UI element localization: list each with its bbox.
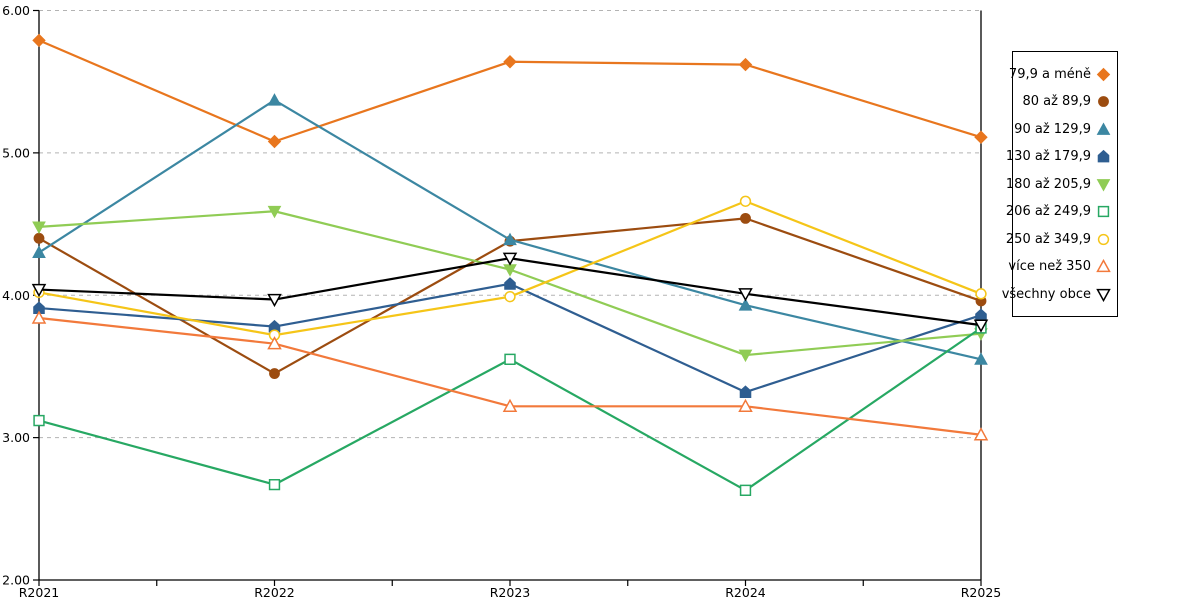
square-marker-icon	[1097, 205, 1110, 218]
legend-label: 250 až 349,9	[1005, 231, 1091, 247]
circle-marker-icon	[1098, 96, 1109, 107]
triangle-down-marker-icon	[1096, 288, 1111, 302]
legend-label: všechny obce	[1001, 286, 1091, 302]
diamond-marker-icon	[32, 33, 46, 48]
pentagon-marker-icon	[975, 308, 987, 322]
circle-marker-icon	[269, 368, 280, 379]
legend-label: více než 350	[1008, 259, 1091, 274]
triangle-up-marker-icon	[738, 298, 753, 311]
series-line	[38, 316, 982, 436]
legend-label: 130 až 179,9	[1005, 149, 1091, 164]
legend-marker-icon	[1096, 259, 1111, 273]
series-v-ce-ne-350	[31, 310, 989, 441]
diamond-marker-icon	[738, 57, 753, 72]
triangle-down-marker-icon	[738, 288, 753, 302]
legend-label: 79,9 a méně	[1008, 66, 1091, 82]
square-marker-icon	[504, 353, 516, 365]
circle-marker-icon	[740, 212, 751, 224]
square-marker-icon	[33, 414, 45, 427]
triangle-up-marker-icon	[973, 427, 989, 441]
legend-label: 206 až 249,9	[1005, 204, 1091, 219]
x-tick-label: R2021	[19, 585, 60, 600]
square-marker-icon	[739, 484, 752, 496]
x-tick-label: R2025	[961, 585, 1002, 600]
legend-marker-icon	[1097, 233, 1110, 245]
pentagon-marker-icon	[504, 277, 516, 290]
triangle-up-marker-icon	[267, 336, 282, 350]
triangle-up-marker-icon	[502, 398, 518, 412]
legend-item: 80 až 89,9	[1013, 94, 1117, 109]
diamond-marker-icon	[1096, 67, 1111, 81]
legend: 79,9 a méně 80 až 89,9 90 až 129,9 130 až 1…	[1002, 51, 1118, 317]
diamond-marker-icon	[503, 55, 517, 69]
legend-marker-icon	[1097, 205, 1110, 218]
legend-label: 180 až 205,9	[1005, 176, 1091, 192]
triangle-up-marker-icon	[974, 352, 988, 365]
legend-item: 130 až 179,9	[1006, 149, 1117, 164]
triangle-down-marker-icon	[31, 283, 47, 298]
circle-marker-icon	[504, 291, 516, 303]
diamond-marker-icon	[267, 134, 282, 149]
legend-item: 90 až 129,9	[1013, 122, 1117, 137]
legend-marker-icon	[1096, 288, 1111, 302]
circle-marker-icon	[1097, 233, 1110, 245]
triangle-down-marker-icon	[973, 319, 989, 333]
x-tick-label: R2024	[725, 585, 766, 600]
triangle-up-marker-icon	[503, 232, 517, 246]
legend-item: 180 až 205,9	[1006, 177, 1117, 192]
legend-marker-icon	[1097, 149, 1110, 163]
legend-item: více než 350	[1008, 259, 1117, 274]
triangle-down-marker-icon	[32, 221, 46, 234]
triangle-up-marker-icon	[31, 310, 47, 324]
triangle-up-marker-icon	[1096, 121, 1111, 135]
legend-label: 90 až 129,9	[1014, 121, 1091, 137]
y-tick-label: 3.00	[2, 430, 30, 445]
y-tick-label: 4.00	[2, 288, 30, 303]
triangle-down-marker-icon	[267, 205, 282, 219]
y-tick-label: 2.00	[2, 573, 30, 588]
legend-item: 79,9 a méně	[1009, 67, 1117, 82]
x-tick-label: R2023	[490, 585, 531, 600]
triangle-up-marker-icon	[32, 245, 46, 258]
circle-marker-icon	[739, 195, 752, 207]
diamond-marker-icon	[974, 130, 988, 144]
triangle-up-marker-icon	[267, 93, 282, 106]
series-90-a-129-9	[32, 93, 988, 365]
legend-label: 80 až 89,9	[1022, 94, 1091, 109]
triangle-up-marker-icon	[1096, 259, 1111, 273]
y-tick-label: 6.00	[2, 3, 30, 18]
triangle-down-marker-icon	[738, 349, 753, 363]
circle-marker-icon	[975, 288, 987, 300]
legend-item: všechny obce	[1002, 287, 1117, 302]
circle-marker-icon	[33, 232, 45, 244]
series-v-echny-obce	[31, 252, 989, 333]
triangle-down-marker-icon	[502, 252, 518, 266]
legend-marker-icon	[1096, 121, 1111, 135]
series-206-a-249-9	[33, 322, 987, 496]
x-tick-label: R2022	[254, 585, 295, 600]
y-tick-label: 5.00	[2, 145, 30, 160]
legend-marker-icon	[1098, 96, 1109, 107]
triangle-down-marker-icon	[267, 293, 282, 308]
legend-marker-icon	[1096, 178, 1111, 192]
triangle-down-marker-icon	[1096, 178, 1111, 192]
legend-item: 206 až 249,9	[1006, 204, 1117, 219]
pentagon-marker-icon	[739, 385, 752, 398]
legend-marker-icon	[1096, 67, 1111, 81]
series-79-9-a-m-n-	[32, 33, 988, 149]
pentagon-marker-icon	[1097, 149, 1110, 163]
triangle-up-marker-icon	[738, 398, 753, 412]
square-marker-icon	[268, 478, 281, 491]
legend-item: 250 až 349,9	[1006, 232, 1117, 247]
